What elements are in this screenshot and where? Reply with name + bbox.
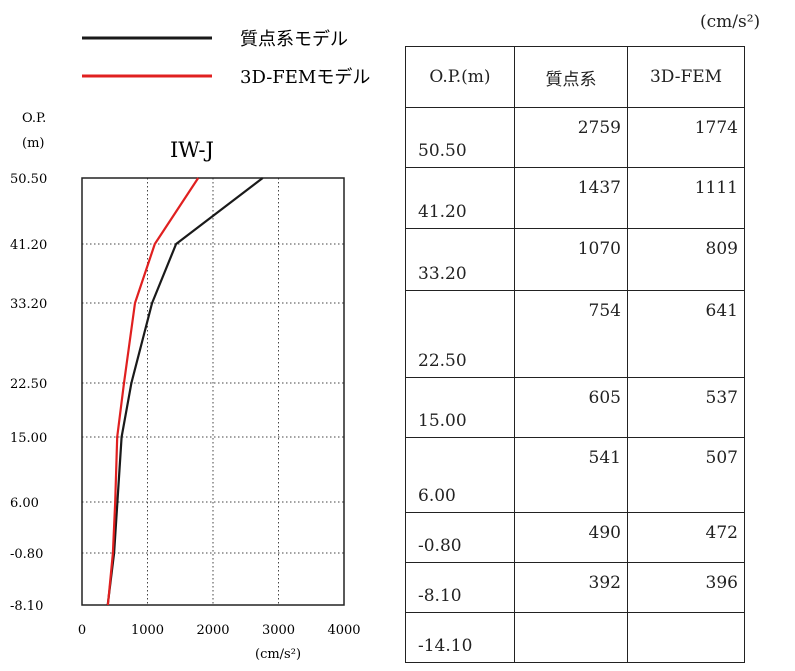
table-row: -0.80 490 472 — [405, 512, 745, 563]
table-row: -14.10 — [405, 612, 745, 663]
cell-fem: 1111 — [627, 167, 745, 229]
header-mass: 質点系 — [514, 46, 628, 108]
acceleration-table: O.P.(m) 質点系 3D-FEM 50.50 2759 1774 41.20 143… — [405, 46, 745, 663]
y-tick-label: 22.50 — [10, 377, 47, 392]
cell-mass-value: 605 — [588, 388, 621, 408]
series-line-fem — [106, 177, 200, 606]
table-header-row: O.P.(m) 質点系 3D-FEM — [405, 46, 745, 108]
cell-mass-value: 392 — [588, 573, 621, 593]
cell-op-value: -0.80 — [418, 536, 462, 556]
table-row: 22.50 754 641 — [405, 290, 745, 378]
x-axis-unit: (cm/s²) — [255, 647, 301, 662]
cell-mass: 490 — [514, 512, 628, 563]
cell-op: 6.00 — [405, 437, 515, 513]
y-axis-label-op: O.P. — [22, 111, 46, 126]
cell-mass: 1437 — [514, 167, 628, 229]
cell-fem: 507 — [627, 437, 745, 513]
y-tick-label: -8.10 — [10, 599, 43, 614]
x-tick-label: 4000 — [327, 623, 360, 638]
cell-fem-value: 641 — [705, 301, 738, 321]
cell-mass: 1070 — [514, 228, 628, 291]
cell-fem: 809 — [627, 228, 745, 291]
x-tick-label: 2000 — [196, 623, 229, 638]
cell-fem-value: 472 — [705, 523, 738, 543]
cell-fem: 1774 — [627, 107, 745, 168]
cell-op: -0.80 — [405, 512, 515, 563]
y-tick-labels: 50.50 41.20 33.20 22.50 15.00 6.00 -0.80 -8.10 — [10, 172, 47, 614]
cell-fem-value: 396 — [705, 573, 738, 593]
cell-fem: 641 — [627, 290, 745, 378]
cell-op: 15.00 — [405, 377, 515, 438]
table-row: 50.50 2759 1774 — [405, 107, 745, 168]
x-tick-labels: 0 1000 2000 3000 4000 — [78, 623, 361, 638]
y-tick-label: -0.80 — [10, 547, 43, 562]
legend-label-fem: 3D-FEMモデル — [240, 67, 370, 88]
cell-op: -14.10 — [405, 612, 515, 663]
cell-op-value: 15.00 — [418, 411, 467, 431]
plot-frame — [81, 177, 345, 606]
cell-mass: 754 — [514, 290, 628, 378]
table-row: 41.20 1437 1111 — [405, 167, 745, 229]
cell-fem-value: 809 — [705, 239, 738, 259]
header-fem: 3D-FEM — [627, 46, 745, 108]
series-lines — [106, 177, 264, 606]
y-axis-label-unit: (m) — [22, 136, 44, 151]
cell-mass-value: 754 — [588, 301, 621, 321]
table-unit-label: (cm/s²) — [700, 12, 761, 32]
table-row: -8.10 392 396 — [405, 562, 745, 613]
grid-lines — [82, 178, 344, 605]
cell-mass-value: 1437 — [577, 178, 621, 198]
cell-mass-value: 541 — [588, 448, 621, 468]
response-chart: 質点系モデル 3D-FEMモデル O.P. (m) IW-J 50.50 41.2… — [10, 29, 370, 662]
cell-fem-value: 507 — [705, 448, 738, 468]
cell-fem — [627, 612, 745, 663]
legend: 質点系モデル 3D-FEMモデル — [82, 29, 370, 88]
cell-mass: 2759 — [514, 107, 628, 168]
cell-op-value: 41.20 — [418, 202, 467, 222]
table-row: 6.00 541 507 — [405, 437, 745, 513]
cell-fem: 537 — [627, 377, 745, 438]
cell-op-value: 22.50 — [418, 351, 467, 371]
cell-op: 50.50 — [405, 107, 515, 168]
cell-mass-value: 490 — [588, 523, 621, 543]
cell-op-value: -14.10 — [418, 636, 473, 656]
y-tick-label: 15.00 — [10, 431, 47, 446]
y-tick-label: 50.50 — [10, 172, 47, 187]
x-tick-label: 3000 — [262, 623, 295, 638]
x-tick-label: 1000 — [131, 623, 164, 638]
table-row: 15.00 605 537 — [405, 377, 745, 438]
cell-fem: 472 — [627, 512, 745, 563]
cell-fem: 396 — [627, 562, 745, 613]
cell-mass-value: 2759 — [577, 118, 621, 138]
header-op: O.P.(m) — [405, 46, 515, 108]
cell-mass: 392 — [514, 562, 628, 613]
cell-op: 22.50 — [405, 290, 515, 378]
chart-title: IW-J — [170, 138, 214, 162]
y-tick-label: 6.00 — [10, 496, 39, 511]
x-tick-label: 0 — [78, 623, 86, 638]
cell-op-value: 33.20 — [418, 264, 467, 284]
cell-op: 41.20 — [405, 167, 515, 229]
cell-fem-value: 1111 — [694, 178, 738, 198]
cell-mass — [514, 612, 628, 663]
series-line-mass — [106, 177, 264, 606]
cell-mass: 605 — [514, 377, 628, 438]
cell-fem-value: 537 — [705, 388, 738, 408]
y-tick-label: 33.20 — [10, 297, 47, 312]
cell-op-value: -8.10 — [418, 586, 462, 606]
cell-op: -8.10 — [405, 562, 515, 613]
cell-fem-value: 1774 — [694, 118, 738, 138]
cell-mass-value: 1070 — [577, 239, 621, 259]
cell-mass: 541 — [514, 437, 628, 513]
table-row: 33.20 1070 809 — [405, 228, 745, 291]
cell-op-value: 6.00 — [418, 486, 456, 506]
cell-op: 33.20 — [405, 228, 515, 291]
y-tick-label: 41.20 — [10, 238, 47, 253]
cell-op-value: 50.50 — [418, 141, 467, 161]
legend-label-mass: 質点系モデル — [240, 29, 348, 50]
